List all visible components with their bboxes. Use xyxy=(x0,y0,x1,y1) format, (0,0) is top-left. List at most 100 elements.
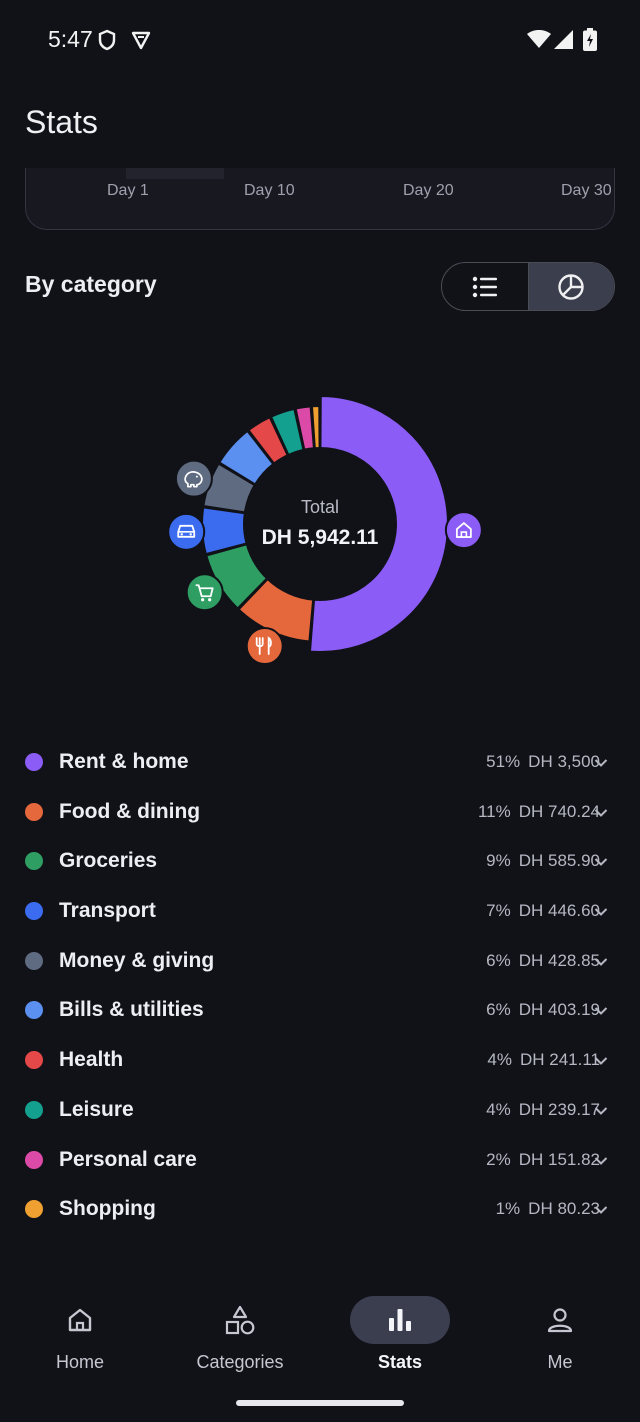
category-row[interactable]: Leisure 4% DH 239.17 xyxy=(0,1086,640,1136)
nav-label: Categories xyxy=(196,1352,284,1372)
category-color-dot xyxy=(25,852,43,871)
nav-categories[interactable]: Categories xyxy=(160,1296,320,1396)
chevron-down-icon[interactable] xyxy=(594,1205,608,1215)
category-amount: DH 446.60 xyxy=(518,901,600,921)
category-amount: DH 585.90 xyxy=(518,851,600,871)
category-color-dot xyxy=(25,753,43,771)
category-row[interactable]: Transport 7% DH 446.60 xyxy=(0,887,640,937)
donut-slice[interactable] xyxy=(308,394,449,653)
x-tick-label: Day 30 xyxy=(561,182,612,199)
category-meta: 9% DH 585.90 xyxy=(486,851,600,871)
home-indicator xyxy=(236,1400,404,1406)
category-meta: 4% DH 239.17 xyxy=(486,1100,600,1120)
x-tick-label: Day 20 xyxy=(403,182,454,199)
category-list: Rent & home 51% DH 3,500 Food & dining 11% DH… xyxy=(0,738,640,1235)
category-amount: DH 239.17 xyxy=(518,1099,600,1119)
chevron-down-icon[interactable] xyxy=(594,808,608,818)
cart-badge xyxy=(185,573,224,612)
view-toggle xyxy=(441,262,615,311)
category-color-dot xyxy=(25,1150,43,1169)
list-view-icon xyxy=(472,276,497,297)
category-amount: DH 428.85 xyxy=(518,950,600,970)
category-percent: 2% xyxy=(486,1149,511,1169)
nav-home[interactable]: Home xyxy=(0,1296,160,1396)
category-row[interactable]: Money & giving 6% DH 428.85 xyxy=(0,937,640,987)
category-color-dot xyxy=(25,1051,43,1070)
category-row[interactable]: Food & dining 11% DH 740.24 xyxy=(0,788,640,838)
nav-stats[interactable]: Stats xyxy=(320,1296,480,1396)
category-percent: 51% xyxy=(486,752,521,771)
category-name: Personal care xyxy=(59,1147,197,1171)
person-icon xyxy=(547,1308,573,1333)
category-meta: 6% DH 428.85 xyxy=(486,951,600,971)
category-percent: 6% xyxy=(486,950,511,970)
category-name: Rent & home xyxy=(59,750,189,773)
category-name: Transport xyxy=(59,899,156,923)
donut-slice[interactable] xyxy=(237,577,315,643)
category-row[interactable]: Groceries 9% DH 585.90 xyxy=(0,837,640,887)
page-title: Stats xyxy=(25,104,98,140)
category-color-dot xyxy=(25,951,43,970)
chevron-down-icon[interactable] xyxy=(594,857,608,867)
category-row[interactable]: Personal care 2% DH 151.82 xyxy=(0,1136,640,1186)
trend-chart-plot xyxy=(126,168,224,179)
chevron-down-icon[interactable] xyxy=(594,1056,608,1066)
vpn-icon xyxy=(131,31,151,50)
category-percent: 4% xyxy=(487,1050,512,1070)
wifi-icon xyxy=(527,30,551,48)
donut-slice[interactable] xyxy=(217,429,275,486)
category-percent: 11% xyxy=(477,801,511,821)
shapes-icon xyxy=(225,1305,255,1335)
category-amount: DH 3,500 xyxy=(528,752,600,771)
list-view-button[interactable] xyxy=(442,263,528,310)
category-color-dot xyxy=(25,902,43,921)
chevron-down-icon[interactable] xyxy=(594,758,608,768)
category-name: Food & dining xyxy=(59,799,201,823)
chevron-down-icon[interactable] xyxy=(594,1156,608,1166)
donut-slice[interactable] xyxy=(310,404,321,450)
category-amount: DH 151.82 xyxy=(518,1149,600,1169)
category-percent: 1% xyxy=(495,1199,521,1219)
shield-icon xyxy=(98,29,116,51)
category-row[interactable]: Shopping 1% DH 80.23 xyxy=(0,1185,640,1235)
signal-icon xyxy=(554,30,573,49)
category-row[interactable]: Rent & home 51% DH 3,500 xyxy=(0,738,640,788)
fork-knife-badge xyxy=(245,627,284,666)
nav-label: Home xyxy=(55,1352,104,1372)
fork-knife-icon xyxy=(255,636,272,655)
nav-me[interactable]: Me xyxy=(480,1296,640,1396)
home-badge xyxy=(444,511,483,550)
piggy-bank-badge xyxy=(174,459,213,498)
category-color-dot xyxy=(25,1200,43,1219)
chevron-down-icon[interactable] xyxy=(594,907,608,917)
cart-icon xyxy=(195,584,214,602)
category-color-dot xyxy=(25,802,43,821)
bottom-nav: Home Categories Stats xyxy=(0,1280,640,1422)
category-row[interactable]: Health 4% DH 241.11 xyxy=(0,1036,640,1086)
donut-chart-svg xyxy=(167,394,483,666)
chevron-down-icon[interactable] xyxy=(594,1006,608,1016)
status-bar: 5:47 xyxy=(0,0,640,80)
donut-total-value: DH 5,942.11 xyxy=(261,526,379,549)
category-amount: DH 241.11 xyxy=(519,1050,600,1070)
chevron-down-icon[interactable] xyxy=(594,957,608,967)
spending-trend-card: Day 1 Day 10 Day 20 Day 30 xyxy=(25,168,615,230)
nav-label: Stats xyxy=(377,1352,422,1372)
chart-view-button[interactable] xyxy=(528,263,614,310)
car-badge xyxy=(167,512,206,551)
category-color-dot xyxy=(25,1100,43,1119)
category-percent: 4% xyxy=(486,1099,511,1119)
chart-view-icon xyxy=(558,273,584,300)
donut-slice[interactable] xyxy=(205,543,269,610)
category-row[interactable]: Bills & utilities 6% DH 403.19 xyxy=(0,986,640,1036)
category-meta: 51% DH 3,500 xyxy=(486,752,600,772)
category-amount: DH 740.24 xyxy=(518,801,600,821)
category-meta: 4% DH 241.11 xyxy=(487,1050,600,1070)
battery-charging-icon xyxy=(583,28,597,51)
section-title: By category xyxy=(25,271,157,297)
category-name: Shopping xyxy=(59,1197,156,1221)
chevron-down-icon[interactable] xyxy=(594,1106,608,1116)
x-tick-label: Day 10 xyxy=(244,182,295,199)
category-meta: 11% DH 740.24 xyxy=(478,802,600,822)
nav-label: Me xyxy=(547,1352,573,1372)
